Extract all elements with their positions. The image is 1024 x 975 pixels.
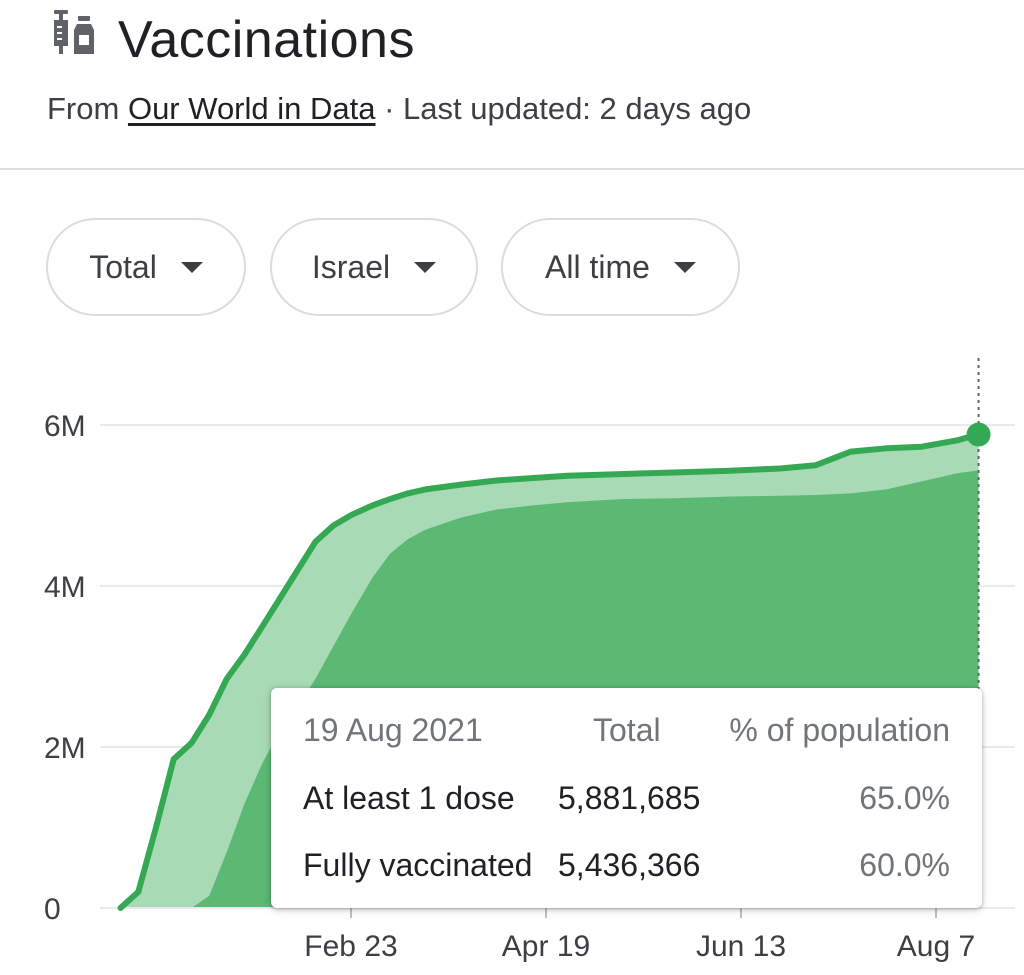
y-tick-label: 6M [44,410,86,443]
region-filter-label: Israel [311,248,391,285]
card-header: Vaccinations From Our World in Data · La… [0,0,1024,170]
tooltip-row-total: 5,881,685 [558,780,701,816]
y-tick-label: 0 [44,893,61,926]
caret-down-icon [180,261,203,273]
tooltip-col-total: Total [593,712,661,748]
source-link[interactable]: Our World in Data [127,91,376,126]
x-tick-label: Feb 23 [304,930,397,963]
tooltip-col-pct: % of population [729,712,950,748]
tooltip-row-pct: 65.0% [859,780,950,816]
caret-down-icon [414,261,437,273]
tooltip-row-pct: 60.0% [859,847,950,883]
source-separator: · [384,91,395,126]
y-tick-label: 2M [44,732,86,765]
tooltip-row-label: At least 1 dose [303,780,515,816]
tooltip-row-total: 5,436,366 [558,847,701,883]
series-line-at-least-one-dose [117,431,982,911]
source-line: From Our World in Data · Last updated: 2… [47,91,751,127]
last-updated: Last updated: 2 days ago [403,91,752,126]
metric-filter-label: Total [89,248,157,285]
page-title: Vaccinations [118,11,415,69]
region-filter-chip[interactable]: Israel [270,218,478,316]
chart-tooltip: 19 Aug 2021 Total % of population At lea… [271,688,982,908]
hover-point [966,422,991,447]
x-tick-label: Apr 19 [502,930,590,963]
divider [0,168,1024,170]
time-filter-label: All time [545,248,650,285]
metric-filter-chip[interactable]: Total [46,218,246,316]
tooltip-row-label: Fully vaccinated [303,847,533,883]
syringe-vial-icon [54,10,94,54]
y-tick-label: 4M [44,571,86,604]
x-tick-label: Aug 7 [897,930,975,963]
tooltip-date: 19 Aug 2021 [303,712,483,748]
source-prefix: From [47,91,120,126]
time-filter-chip[interactable]: All time [501,218,740,316]
x-tick-label: Jun 13 [696,930,786,963]
caret-down-icon [673,261,696,273]
